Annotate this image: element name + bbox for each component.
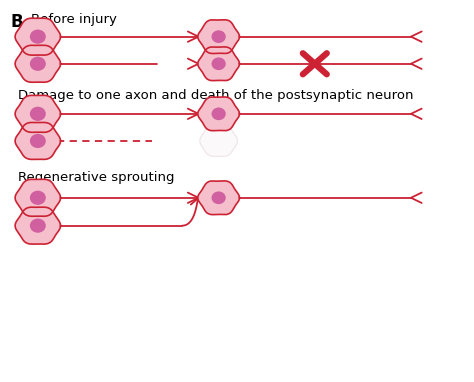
Text: Before injury: Before injury [30, 13, 117, 26]
Circle shape [212, 58, 225, 70]
Polygon shape [15, 18, 61, 55]
Circle shape [30, 134, 45, 147]
Polygon shape [15, 123, 61, 159]
Circle shape [30, 107, 45, 120]
Text: B: B [10, 13, 23, 31]
Circle shape [30, 30, 45, 43]
Polygon shape [198, 97, 239, 131]
Polygon shape [198, 20, 239, 53]
Circle shape [30, 191, 45, 204]
Circle shape [30, 57, 45, 70]
Polygon shape [15, 179, 61, 216]
Circle shape [212, 192, 225, 204]
Polygon shape [198, 47, 239, 81]
Circle shape [212, 31, 225, 42]
Text: Damage to one axon and death of the postsynaptic neuron: Damage to one axon and death of the post… [18, 89, 413, 102]
Text: Regenerative sprouting: Regenerative sprouting [18, 172, 174, 185]
Circle shape [30, 219, 45, 232]
Polygon shape [15, 96, 61, 132]
Polygon shape [200, 125, 237, 156]
Polygon shape [198, 181, 239, 215]
Polygon shape [15, 45, 61, 82]
Circle shape [212, 108, 225, 120]
Polygon shape [15, 207, 61, 244]
